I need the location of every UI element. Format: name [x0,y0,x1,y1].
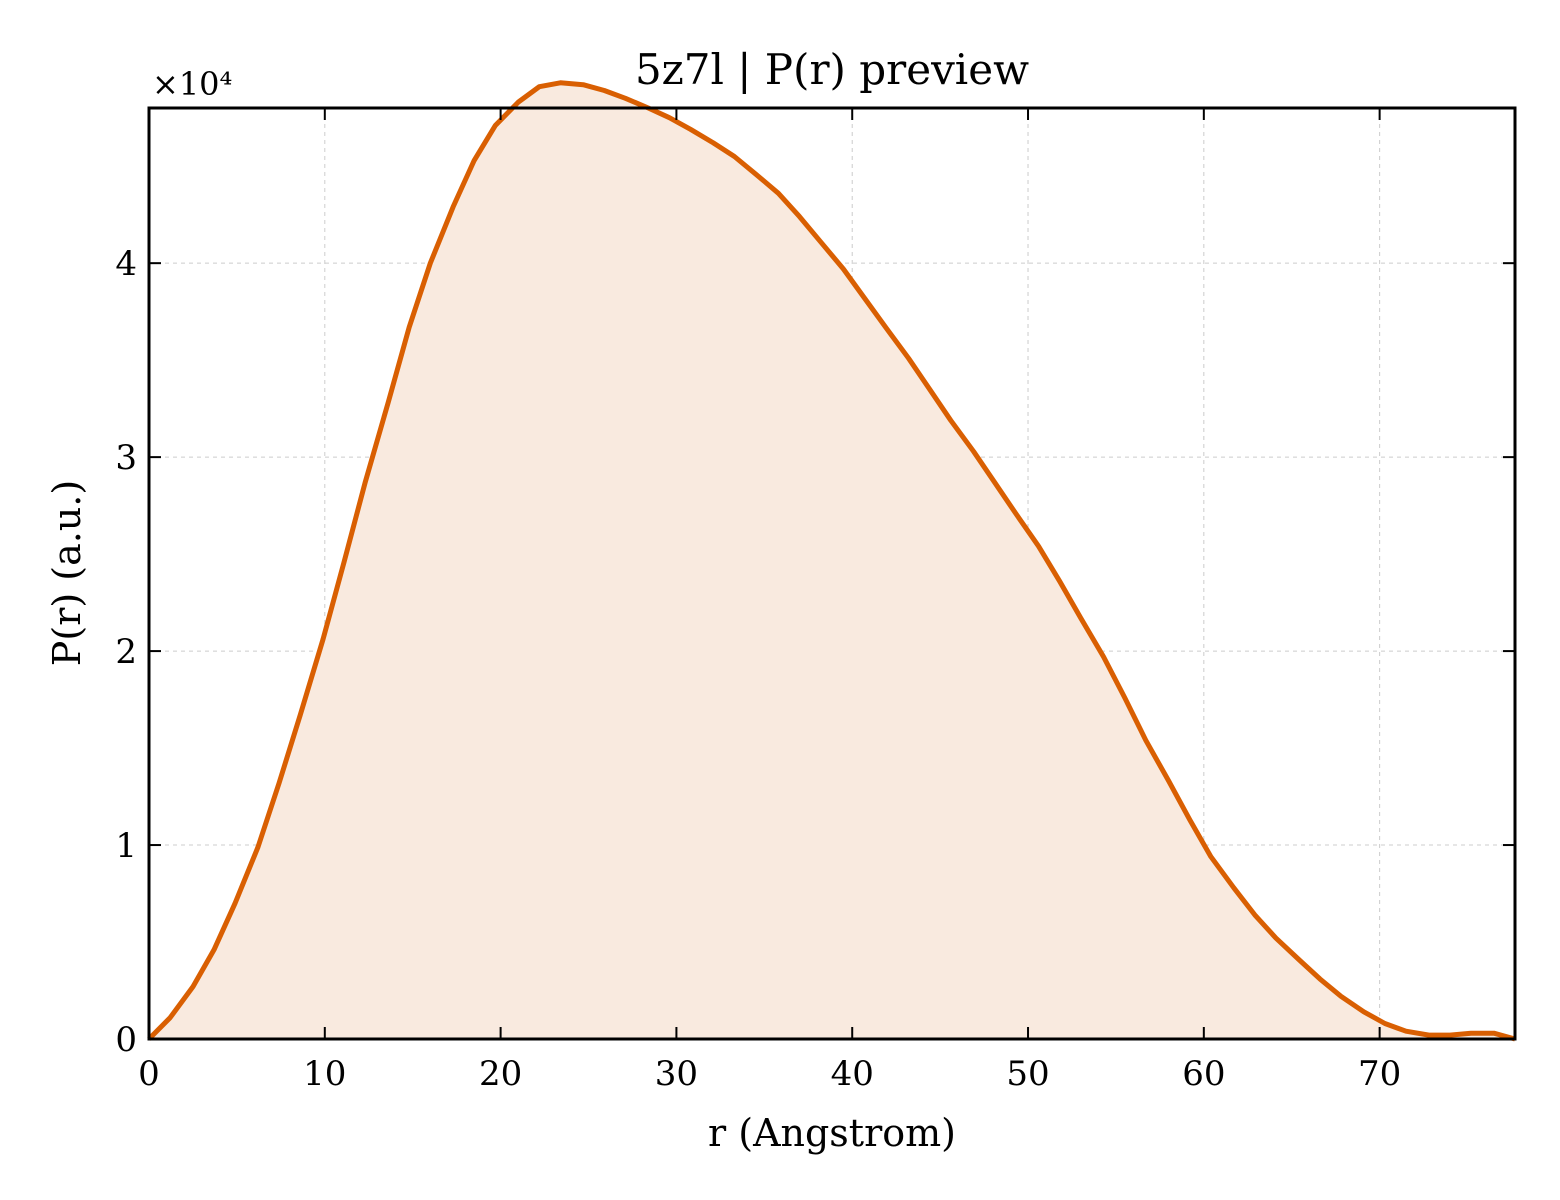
y-tick-label: 1 [115,826,137,866]
y-tick-label: 3 [115,438,137,478]
y-tick-label: 2 [115,632,137,672]
y-tick-label: 4 [115,244,137,284]
x-tick-label: 30 [655,1054,698,1094]
x-tick-label: 50 [1006,1054,1049,1094]
x-tick-label: 40 [831,1054,874,1094]
x-tick-label: 10 [303,1054,346,1094]
x-tick-label: 70 [1358,1054,1401,1094]
ticks: 0 10 20 30 40 50 60 70 0 1 2 3 4 [115,108,1515,1094]
series-line [147,80,1516,1042]
x-axis-label: r (Angstrom) [708,1111,956,1155]
x-tick-label: 60 [1182,1054,1225,1094]
plot-frame [147,106,1517,1041]
area-fill [149,82,1515,1040]
x-tick-label: 20 [479,1054,522,1094]
y-axis-multiplier: ×10⁴ [152,65,232,103]
chart-title: 5z7l | P(r) preview [635,45,1029,94]
y-tick-label: 0 [115,1020,137,1060]
x-tick-label: 0 [138,1054,160,1094]
y-axis-label: P(r) (a.u.) [45,480,89,666]
